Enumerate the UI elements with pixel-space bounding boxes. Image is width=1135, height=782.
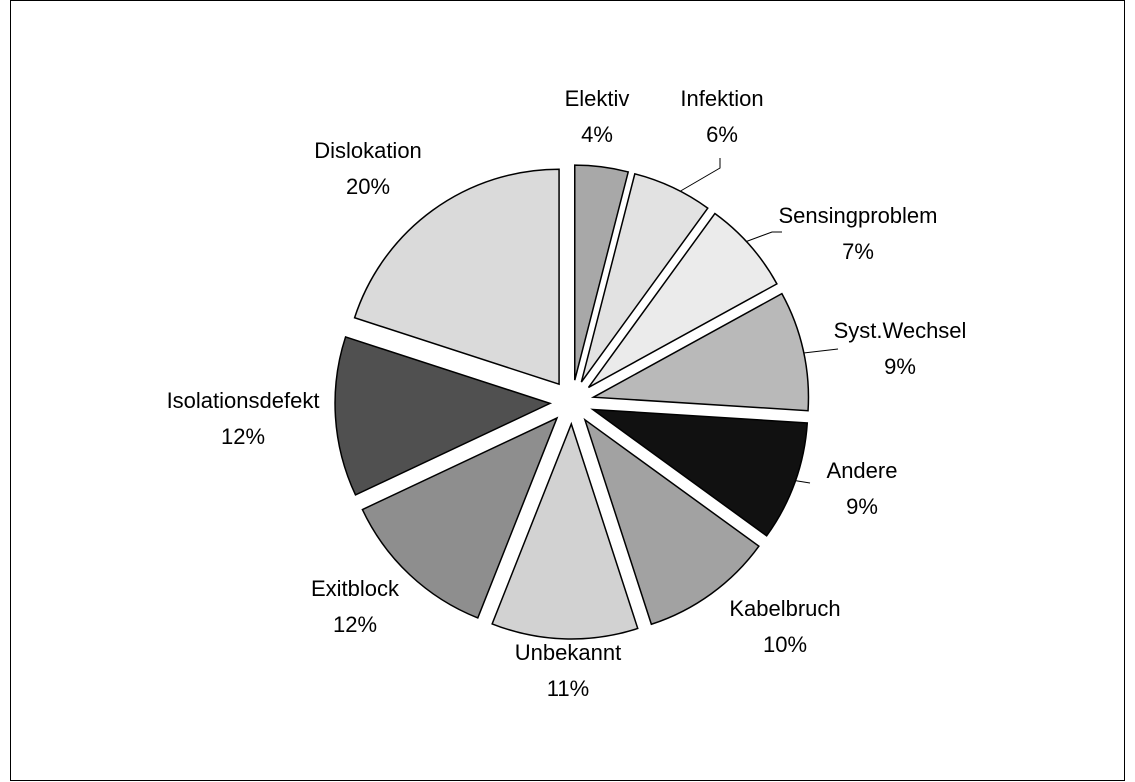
slice-label: Andere (827, 458, 898, 483)
slice-value-label: 4% (581, 122, 613, 147)
slice-value-label: 12% (221, 424, 265, 449)
slice-label: Elektiv (565, 86, 630, 111)
slice-value-label: 9% (884, 354, 916, 379)
slice-value-label: 10% (763, 632, 807, 657)
pie-slice (574, 164, 630, 381)
slice-value-label: 20% (346, 174, 390, 199)
leader-line (744, 231, 782, 243)
slice-value-label: 9% (846, 494, 878, 519)
slice-value-label: 12% (333, 612, 377, 637)
leader-line (671, 158, 721, 197)
slice-label: Unbekannt (515, 640, 621, 665)
slice-label: Dislokation (314, 138, 422, 163)
chart-frame (10, 0, 1125, 781)
slice-value-label: 6% (706, 122, 738, 147)
slice-label: Syst.Wechsel (834, 318, 967, 343)
pie-slice (580, 172, 709, 383)
pie-slice (590, 408, 809, 537)
pie-slice (353, 168, 560, 386)
pie-slice (583, 417, 760, 626)
slice-value-label: 11% (547, 676, 589, 701)
pie-slice (587, 212, 778, 389)
slice-label: Kabelbruch (729, 596, 840, 621)
slice-label: Isolationsdefekt (167, 388, 320, 413)
slice-label: Infektion (680, 86, 763, 111)
pie-slice (334, 335, 553, 496)
pie-slice (491, 421, 639, 640)
pie-slice (590, 292, 810, 412)
slice-label: Sensingproblem (779, 203, 938, 228)
slice-value-label: 7% (842, 239, 874, 264)
pie-slice (361, 416, 559, 619)
slice-label: Exitblock (311, 576, 400, 601)
